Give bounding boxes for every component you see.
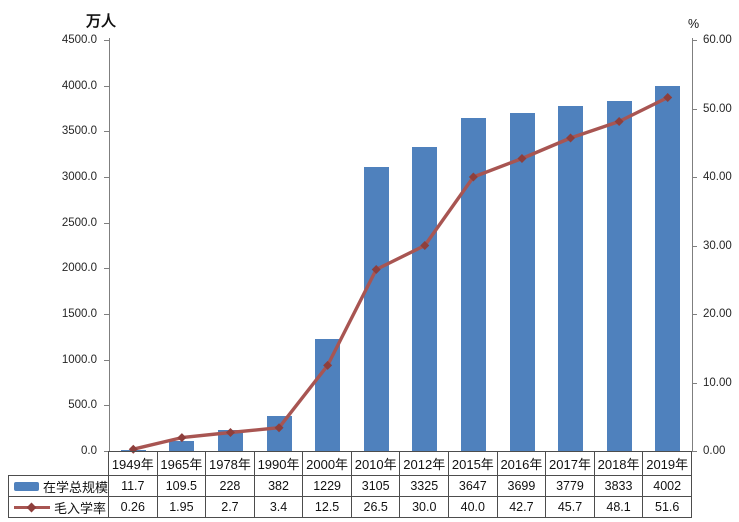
left-axis-tick-mark (104, 85, 109, 87)
chart-data-table: 1949年 1965年 1978年 1990年 2000年 2010年 2012年 2015年… (8, 451, 692, 518)
left-axis-tick-mark (104, 359, 109, 361)
value-cell: 3647 (448, 475, 498, 497)
value-cell: 4002 (642, 475, 692, 497)
left-axis-tick-label: 1000.0 (61, 353, 97, 366)
bar-10 (606, 100, 632, 451)
left-axis-tick-label: 3000.0 (61, 171, 97, 183)
right-axis-tick-mark (692, 245, 697, 247)
right-axis-tick-mark (692, 108, 697, 110)
left-axis-tick-mark (104, 40, 109, 41)
left-axis-tick-label: 0.0 (81, 445, 97, 457)
left-axis-tick-mark (104, 131, 109, 133)
legend-cell: 在学总规模 (8, 475, 109, 497)
right-axis-tick-mark (692, 177, 697, 178)
legend-swatch-line (14, 502, 50, 512)
year-header-cell: 2018年 (593, 451, 644, 476)
left-axis-tick-mark (104, 405, 109, 407)
value-cell: 0.26 (108, 496, 158, 518)
left-axis-tick-label: 4000.0 (61, 79, 97, 92)
line-series (131, 95, 670, 451)
right-axis-tick-label: 0.00 (703, 445, 726, 457)
value-cell: 228 (205, 475, 255, 497)
value-cell: 45.7 (545, 496, 595, 518)
legend-label: 毛入学率 (54, 500, 107, 516)
bar-3 (266, 416, 292, 451)
year-header-cell: 2010年 (350, 451, 401, 476)
legend-cell: 毛入学率 (8, 496, 109, 518)
right-axis-tick-label: 30.00 (703, 239, 732, 252)
legend-swatch-bar (14, 481, 39, 491)
year-header-cell: 2000年 (302, 451, 352, 476)
left-axis-tick-mark (104, 451, 109, 452)
year-header-cell: 2015年 (448, 451, 498, 476)
year-header-cell: 2012年 (399, 451, 450, 476)
left-axis-tick-label: 500.0 (68, 399, 97, 412)
value-cell: 2.7 (205, 496, 255, 518)
value-cell: 3325 (399, 475, 450, 497)
value-cell: 30.0 (399, 496, 450, 518)
value-cell: 51.6 (642, 496, 692, 518)
right-axis-tick-label: 50.00 (703, 102, 732, 115)
year-header-cell: 1978年 (205, 451, 255, 476)
left-axis-tick-label: 2000.0 (61, 262, 97, 275)
left-axis-tick-label: 2500.0 (61, 216, 97, 229)
value-cell: 12.5 (302, 496, 352, 518)
table-series-row: 毛入学率 0.26 1.95 2.7 3.4 12.5 26.5 30.0 40.0 42.7 45… (8, 496, 692, 518)
value-cell: 3.4 (253, 496, 304, 518)
left-axis-tick-mark (104, 177, 109, 178)
bar-2 (218, 430, 243, 451)
value-cell: 109.5 (156, 475, 207, 497)
value-cell: 1.95 (156, 496, 207, 518)
year-header-cell: 1949年 (108, 451, 158, 476)
right-axis-tick-mark (692, 382, 697, 384)
left-axis-tick-label: 4500.0 (61, 34, 97, 46)
value-cell: 48.1 (593, 496, 644, 518)
left-axis-tick-label: 1500.0 (61, 308, 97, 320)
year-header-cell: 2019年 (642, 451, 692, 476)
right-axis-title: % (688, 17, 700, 31)
right-axis-tick-label: 10.00 (703, 376, 732, 389)
bar-6 (412, 147, 438, 451)
value-cell: 42.7 (496, 496, 547, 518)
left-axis-tick-label: 3500.0 (61, 125, 97, 138)
right-axis-tick-mark (692, 314, 697, 315)
table-corner-cell (9, 452, 109, 476)
right-axis-tick-label: 60.00 (703, 34, 732, 46)
value-cell: 3699 (496, 475, 547, 497)
left-axis-title: 万人 (86, 13, 117, 30)
left-axis-tick-mark (104, 222, 109, 224)
year-header-cell: 1990年 (253, 451, 304, 476)
legend-label: 在学总规模 (42, 479, 108, 495)
value-cell: 382 (253, 475, 304, 497)
right-axis-tick-label: 40.00 (703, 171, 732, 183)
right-axis-line (692, 38, 693, 451)
value-cell: 3833 (593, 475, 644, 497)
year-header-cell: 2017年 (545, 451, 595, 476)
bar-11 (655, 85, 681, 451)
year-header-cell: 2016年 (496, 451, 547, 476)
left-axis-tick-mark (104, 268, 109, 270)
value-cell: 11.7 (108, 475, 158, 497)
left-axis-tick-mark (104, 314, 109, 315)
right-axis-tick-mark (692, 40, 697, 41)
table-year-row: 1949年 1965年 1978年 1990年 2000年 2010年 2012年 2015年… (9, 451, 692, 476)
bar-7 (460, 117, 486, 451)
value-cell: 40.0 (448, 496, 498, 518)
year-header-cell: 1965年 (156, 451, 207, 476)
bar-1 (169, 441, 195, 451)
table-series-row: 在学总规模 11.7 109.5 228 382 1229 3105 3325 3647 3699… (8, 475, 692, 497)
right-axis-tick-label: 20.00 (703, 308, 732, 320)
right-axis-tick-mark (692, 451, 697, 452)
bar-4 (315, 338, 341, 451)
value-cell: 26.5 (350, 496, 401, 518)
left-axis-line (109, 38, 110, 451)
value-cell: 3105 (350, 475, 401, 497)
value-cell: 1229 (302, 475, 352, 497)
value-cell: 3779 (545, 475, 595, 497)
bar-5 (363, 167, 389, 451)
bar-8 (509, 113, 535, 451)
bar-9 (558, 105, 583, 451)
